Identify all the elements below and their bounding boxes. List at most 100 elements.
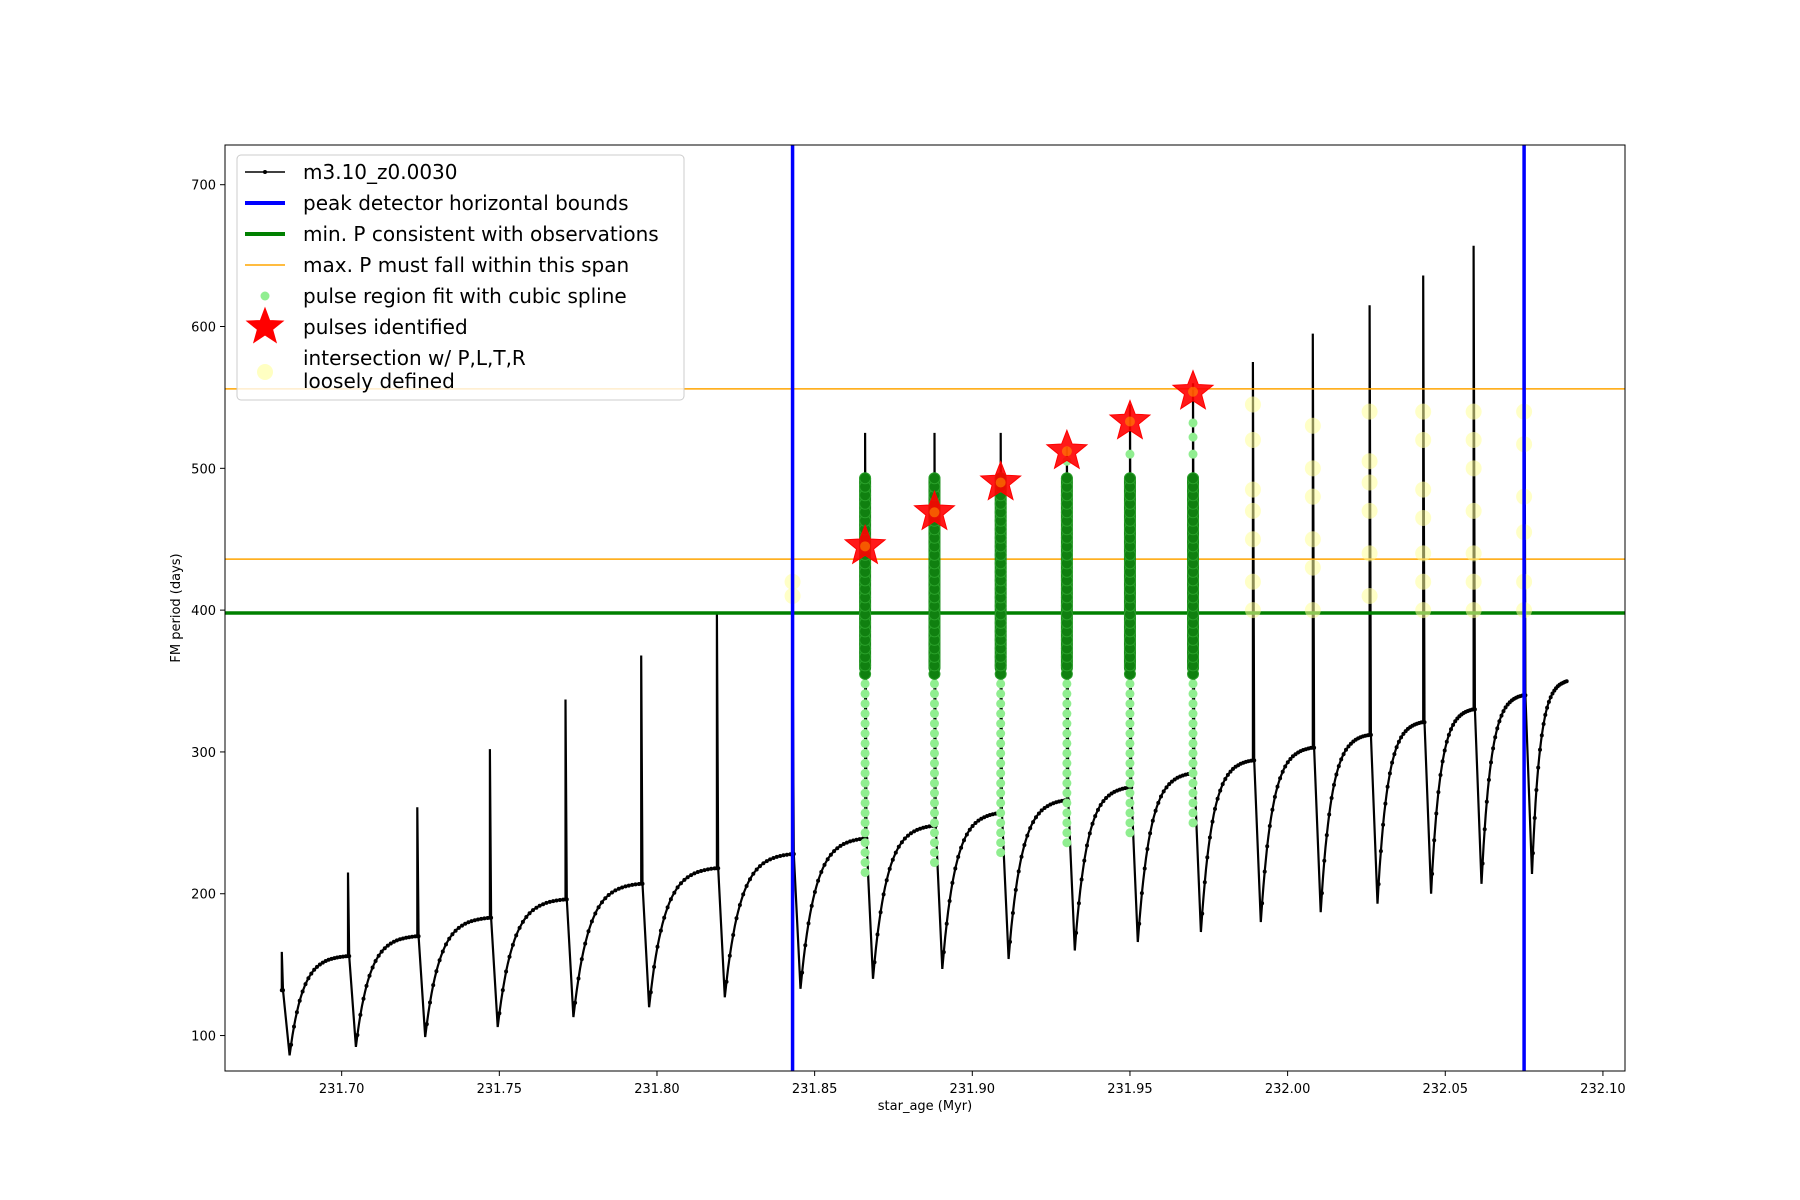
spline-point xyxy=(1125,798,1135,808)
spline-point xyxy=(929,758,939,768)
spline-point xyxy=(1125,818,1135,828)
spline-point xyxy=(1188,418,1198,428)
model-point xyxy=(531,908,535,913)
model-point xyxy=(1205,855,1210,860)
spline-point xyxy=(1125,719,1135,729)
intersection-point xyxy=(1304,460,1321,477)
axes-frame xyxy=(224,144,1626,1072)
model-point xyxy=(613,888,618,893)
model-point xyxy=(497,1011,502,1016)
model-point xyxy=(593,911,598,916)
model-point xyxy=(623,884,628,889)
intersection-point xyxy=(1415,481,1432,498)
axis-ticks: 231.70 231.75 231.80 231.85 231.90 231.95 232.… xyxy=(191,179,1626,1097)
spline-point xyxy=(860,689,870,699)
model-point xyxy=(1446,732,1451,737)
model-point xyxy=(315,964,319,969)
spline-point xyxy=(996,679,1006,689)
model-point xyxy=(976,818,981,823)
model-point xyxy=(1215,796,1220,801)
model-point xyxy=(970,824,975,828)
legend-label-pulses: pulses identified xyxy=(303,315,468,339)
spline-point xyxy=(860,798,870,808)
model-point xyxy=(751,871,756,876)
model-point xyxy=(1169,779,1174,784)
pulse-star-center xyxy=(995,477,1006,488)
model-point xyxy=(774,854,779,859)
spline-point xyxy=(1062,778,1072,788)
spline-point xyxy=(1062,838,1072,848)
model-point xyxy=(1200,911,1205,916)
spline-point xyxy=(1062,808,1072,818)
intersection-point xyxy=(1304,488,1321,505)
model-point xyxy=(1486,777,1491,782)
model-point xyxy=(878,910,883,915)
model-point xyxy=(1539,733,1544,738)
model-point xyxy=(1093,814,1098,819)
legend-box xyxy=(236,154,685,401)
model-point xyxy=(924,825,929,829)
model-point xyxy=(1161,789,1166,794)
model-point xyxy=(754,867,759,872)
model-point xyxy=(361,996,366,1001)
model-point xyxy=(1491,746,1496,751)
model-point xyxy=(716,866,721,871)
spline-point xyxy=(1125,828,1135,838)
model-point xyxy=(1087,831,1092,836)
spline-point xyxy=(1188,788,1198,798)
model-point xyxy=(1442,748,1447,753)
model-point xyxy=(953,866,958,871)
spline-point xyxy=(1188,689,1198,699)
model-point xyxy=(668,897,673,902)
intersection-point xyxy=(1304,417,1321,434)
model-point xyxy=(1436,790,1441,795)
model-point xyxy=(1022,843,1027,847)
model-point xyxy=(410,934,415,939)
model-point xyxy=(1272,794,1277,799)
model-point xyxy=(1025,833,1030,838)
model-point xyxy=(771,856,776,860)
model-point xyxy=(1482,827,1487,832)
model-point xyxy=(1543,712,1548,717)
model-point xyxy=(1034,815,1038,820)
model-point xyxy=(1534,788,1539,792)
model-point xyxy=(586,929,591,934)
model-point xyxy=(1495,726,1500,731)
spline-point xyxy=(929,699,939,709)
pulse-star-center xyxy=(1124,416,1135,427)
model-point xyxy=(675,885,680,890)
model-point xyxy=(1042,806,1047,810)
model-point xyxy=(1503,705,1508,710)
model-point xyxy=(1532,816,1537,820)
model-point xyxy=(306,976,311,981)
spline-point xyxy=(1062,738,1072,748)
model-point xyxy=(1550,691,1555,696)
spline-point xyxy=(929,778,939,788)
spline-point xyxy=(1188,709,1198,719)
spline-point xyxy=(1062,689,1072,699)
model-point xyxy=(398,937,402,942)
model-point xyxy=(1153,808,1158,813)
model-point xyxy=(809,903,814,908)
model-point xyxy=(689,873,694,878)
model-point xyxy=(1329,796,1334,800)
model-point xyxy=(1101,799,1106,804)
spline-point xyxy=(929,728,939,738)
model-point xyxy=(297,998,302,1003)
model-point xyxy=(620,885,625,890)
spline-point xyxy=(929,848,939,858)
model-point xyxy=(1432,838,1437,843)
model-point xyxy=(500,988,505,993)
x-tick-label: 232.10 xyxy=(1580,1082,1626,1097)
model-point xyxy=(800,970,805,975)
intersection-point xyxy=(1465,545,1482,562)
model-point xyxy=(1098,803,1103,807)
intersection-point xyxy=(1244,396,1261,413)
model-point xyxy=(527,911,532,916)
model-point xyxy=(962,838,966,843)
model-point xyxy=(912,829,917,834)
spline-point xyxy=(929,709,939,719)
model-point xyxy=(579,957,584,962)
spline-point xyxy=(860,788,870,798)
spline-region xyxy=(1123,472,1136,838)
